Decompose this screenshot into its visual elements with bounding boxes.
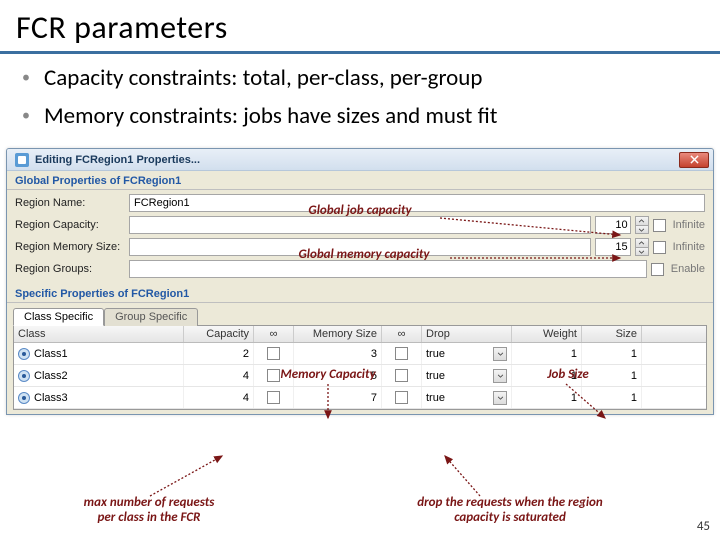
tab-group-specific[interactable]: Group Specific bbox=[104, 308, 198, 326]
table-header: Class Capacity ∞ Memory Size ∞ Drop Weig… bbox=[14, 326, 706, 343]
cell-capacity[interactable]: 4 bbox=[184, 365, 254, 386]
slider-region-capacity[interactable] bbox=[129, 216, 591, 234]
class-icon bbox=[18, 392, 30, 404]
cell-class: Class3 bbox=[14, 387, 184, 408]
cell-weight[interactable]: 1 bbox=[512, 387, 582, 408]
label-region-name: Region Name: bbox=[15, 197, 125, 209]
cell-capacity[interactable]: 2 bbox=[184, 343, 254, 364]
window-title: Editing FCRegion1 Properties... bbox=[35, 154, 200, 166]
cell-weight[interactable]: 1 bbox=[512, 343, 582, 364]
window-titlebar: Editing FCRegion1 Properties... bbox=[7, 149, 713, 171]
cell-drop[interactable]: true bbox=[422, 387, 512, 408]
cell-capacity[interactable]: 4 bbox=[184, 387, 254, 408]
cell-class: Class1 bbox=[14, 343, 184, 364]
th-weight: Weight bbox=[512, 326, 582, 342]
cell-drop[interactable]: true bbox=[422, 343, 512, 364]
annotation-max-req: max number of requestsper class in the F… bbox=[54, 496, 244, 526]
th-capacity: Capacity bbox=[184, 326, 254, 342]
properties-window: Editing FCRegion1 Properties... Global P… bbox=[6, 148, 714, 415]
row-region-memory: Region Memory Size: 15 Infinite bbox=[15, 238, 705, 256]
annotation-drop-req: drop the requests when the regioncapacit… bbox=[380, 496, 640, 526]
label-region-memory: Region Memory Size: bbox=[15, 241, 125, 253]
input-region-memory[interactable]: 15 bbox=[595, 238, 631, 256]
global-form: Region Name: FCRegion1 Region Capacity: … bbox=[7, 190, 713, 284]
row-region-capacity: Region Capacity: 10 Infinite bbox=[15, 216, 705, 234]
cell-weight[interactable]: 1 bbox=[512, 365, 582, 386]
table-row: Class245true11 bbox=[14, 365, 706, 387]
bullet-text: Memory constraints: jobs have sizes and … bbox=[44, 100, 497, 132]
class-icon bbox=[18, 370, 30, 382]
label-region-groups: Region Groups: bbox=[15, 263, 125, 275]
bullet-list: • Capacity constraints: total, per-class… bbox=[0, 54, 720, 148]
spinner-region-capacity[interactable] bbox=[635, 216, 649, 234]
specific-section-header: Specific Properties of FCRegion1 bbox=[7, 284, 713, 303]
label-groups-enable: Enable bbox=[671, 263, 705, 275]
cell-size[interactable]: 1 bbox=[582, 365, 642, 386]
bullet-item: • Memory constraints: jobs have sizes an… bbox=[22, 100, 698, 132]
cell-size[interactable]: 1 bbox=[582, 387, 642, 408]
input-region-name[interactable]: FCRegion1 bbox=[129, 194, 705, 212]
row-region-name: Region Name: FCRegion1 bbox=[15, 194, 705, 212]
row-region-groups: Region Groups: Enable bbox=[15, 260, 705, 278]
cell-size[interactable]: 1 bbox=[582, 343, 642, 364]
bullet-item: • Capacity constraints: total, per-class… bbox=[22, 62, 698, 94]
tab-class-specific[interactable]: Class Specific bbox=[13, 308, 104, 326]
bullet-dot-icon: • bbox=[22, 62, 30, 94]
th-infinite2: ∞ bbox=[382, 326, 422, 342]
th-memory: Memory Size bbox=[294, 326, 382, 342]
checkbox-groups-enable[interactable] bbox=[651, 263, 664, 276]
label-capacity-infinite: Infinite bbox=[673, 219, 705, 231]
th-drop: Drop bbox=[422, 326, 512, 342]
cell-inf2[interactable] bbox=[382, 365, 422, 386]
cell-drop[interactable]: true bbox=[422, 365, 512, 386]
th-size: Size bbox=[582, 326, 642, 342]
class-icon bbox=[18, 348, 30, 360]
cell-inf[interactable] bbox=[254, 365, 294, 386]
cell-memory[interactable]: 5 bbox=[294, 365, 382, 386]
cell-inf2[interactable] bbox=[382, 387, 422, 408]
table-row: Class347true11 bbox=[14, 387, 706, 409]
cell-inf[interactable] bbox=[254, 343, 294, 364]
cell-memory[interactable]: 7 bbox=[294, 387, 382, 408]
close-icon bbox=[690, 155, 699, 164]
input-region-groups[interactable] bbox=[129, 260, 647, 278]
table-body: Class123true11Class245true11Class347true… bbox=[14, 343, 706, 409]
bullet-text: Capacity constraints: total, per-class, … bbox=[44, 62, 482, 94]
class-table: Class Capacity ∞ Memory Size ∞ Drop Weig… bbox=[13, 325, 707, 410]
spinner-region-memory[interactable] bbox=[635, 238, 649, 256]
cell-inf[interactable] bbox=[254, 387, 294, 408]
bullet-dot-icon: • bbox=[22, 100, 30, 132]
window-close-button[interactable] bbox=[679, 152, 709, 168]
slider-region-memory[interactable] bbox=[129, 238, 591, 256]
th-infinite: ∞ bbox=[254, 326, 294, 342]
global-section-header: Global Properties of FCRegion1 bbox=[7, 171, 713, 190]
cell-class: Class2 bbox=[14, 365, 184, 386]
checkbox-memory-infinite[interactable] bbox=[653, 241, 666, 254]
page-number: 45 bbox=[697, 519, 710, 534]
table-row: Class123true11 bbox=[14, 343, 706, 365]
th-class: Class bbox=[14, 326, 184, 342]
input-region-capacity[interactable]: 10 bbox=[595, 216, 631, 234]
label-memory-infinite: Infinite bbox=[673, 241, 705, 253]
app-icon bbox=[15, 153, 29, 167]
cell-memory[interactable]: 3 bbox=[294, 343, 382, 364]
cell-inf2[interactable] bbox=[382, 343, 422, 364]
slide-title: FCR parameters bbox=[0, 0, 720, 54]
label-region-capacity: Region Capacity: bbox=[15, 219, 125, 231]
tab-bar: Class Specific Group Specific bbox=[7, 307, 713, 325]
checkbox-capacity-infinite[interactable] bbox=[653, 219, 666, 232]
